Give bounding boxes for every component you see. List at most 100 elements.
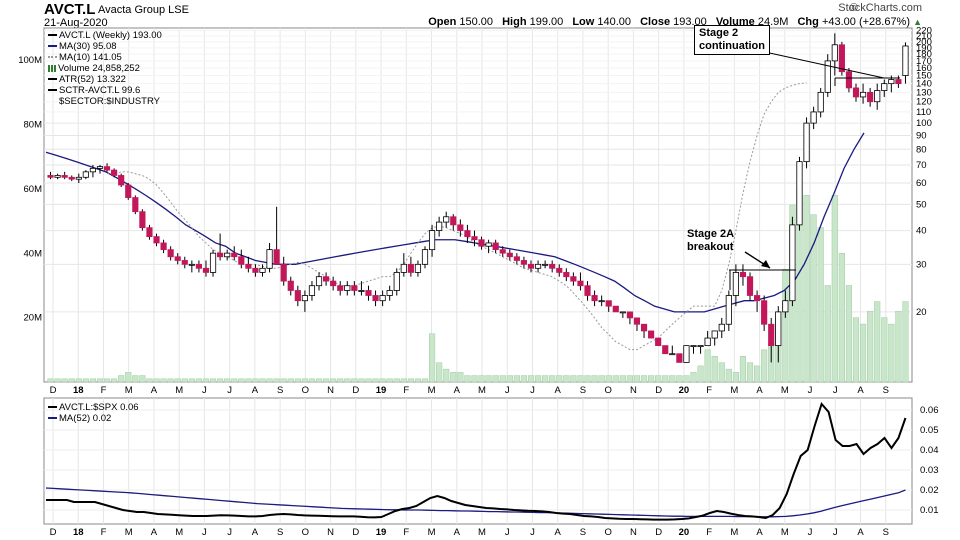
volume-bar [259, 378, 266, 383]
volume-bar [443, 368, 450, 383]
legend-top-label: MA(30) 95.08 [59, 41, 117, 52]
volume-bar [457, 372, 464, 383]
x-tick-label: N [327, 527, 334, 538]
low-value: 140.00 [597, 16, 632, 28]
volume-bar [407, 378, 414, 383]
volume-bar [330, 378, 337, 383]
x-tick-label: A [454, 385, 461, 396]
x-tick-label: M [781, 527, 789, 538]
candle-body [75, 176, 82, 180]
volume-tick-label: 60M [24, 184, 43, 195]
volume-bar [570, 375, 577, 383]
x-tick-label: N [630, 527, 637, 538]
y-tick-label: 60 [916, 178, 927, 189]
high-value: 199.00 [529, 16, 564, 28]
volume-bar [626, 375, 633, 383]
volume-bar [845, 285, 853, 383]
brand-logo: StockCharts.com [838, 2, 922, 14]
legend-top-swatch [48, 89, 57, 92]
candle-body [852, 87, 860, 98]
volume-bar [803, 195, 810, 383]
candle-body [358, 290, 365, 292]
candle-body [330, 280, 337, 287]
volume-bar [697, 365, 704, 383]
volume-bar [867, 310, 874, 383]
candle-body [146, 227, 153, 237]
candle-body [499, 249, 506, 254]
volume-bar [153, 378, 160, 383]
legend-top-item: $SECTOR:$INDUSTRY [48, 96, 162, 107]
x-tick-label: M [428, 527, 436, 538]
y-tick-label: 70 [916, 160, 927, 171]
low-label: Low [572, 16, 595, 28]
volume-bar [450, 372, 457, 383]
x-tick-label: O [604, 527, 611, 538]
x-tick-label: J [530, 527, 535, 538]
volume-bar [224, 378, 231, 383]
x-tick-label: J [227, 527, 232, 538]
candle-body [506, 252, 513, 258]
legend-top-item: AVCT.L (Weekly) 193.00 [48, 30, 162, 41]
x-tick-label: O [302, 385, 309, 396]
volume-bar [852, 317, 860, 383]
legend-bottom-swatch [48, 417, 57, 420]
candle-body [662, 345, 669, 355]
price-panel-frame [43, 27, 913, 383]
copyright-icon: © [849, 2, 858, 14]
volume-bar [323, 378, 330, 383]
x-tick-label: A [756, 527, 763, 538]
candle-body [577, 280, 584, 287]
volume-bar [414, 378, 422, 383]
volume-bar [888, 323, 895, 383]
candle-body [612, 305, 619, 313]
y-tick-label: 130 [916, 87, 932, 98]
legend-top-item: ATR(52) 13.322 [48, 74, 162, 85]
candle-body [619, 311, 626, 314]
x-tick-label: A [857, 527, 864, 538]
candle-body [231, 252, 238, 258]
x-tick-label: 19 [376, 385, 387, 396]
candle-body [195, 263, 202, 269]
volume-bar [266, 378, 273, 383]
volume-bar [534, 375, 542, 383]
volume-bar [167, 378, 174, 383]
volume-bar [563, 375, 570, 383]
candle-body [89, 167, 97, 173]
candle-body [690, 345, 697, 348]
x-tick-label: M [428, 385, 436, 396]
annotation-stage2a-line2: breakout [687, 241, 734, 253]
y-tick-label: 80 [916, 144, 927, 155]
volume-bar [683, 375, 690, 383]
volume-bar [874, 301, 881, 383]
candle-body [54, 175, 61, 178]
callout-2-line [764, 51, 885, 79]
volume-bar [132, 375, 139, 383]
y-tick-label: 200 [916, 37, 932, 48]
volume-bar [690, 372, 697, 383]
volume-bar [492, 375, 499, 383]
volume-bar [217, 378, 224, 383]
candle-body [280, 263, 287, 282]
candle-body [153, 236, 160, 244]
volume-bar [125, 372, 132, 383]
arrow-2a-head [761, 260, 770, 268]
candle-body [174, 256, 181, 261]
candle-body [132, 197, 139, 213]
y-tick-label: 40 [916, 226, 927, 237]
volume-bar [301, 378, 308, 383]
candle-body [513, 256, 520, 261]
y-tick-label: 110 [916, 107, 931, 118]
candle-body [344, 285, 351, 291]
candle-body [867, 91, 874, 103]
candle-body [591, 295, 598, 302]
legend-top-item: SCTR-AVCT.L 99.6 [48, 85, 162, 96]
volume-bar [662, 375, 669, 383]
candle-body [895, 79, 902, 85]
volume-bar [209, 378, 217, 383]
y-tick-label: 50 [916, 199, 927, 210]
candle-body [775, 311, 782, 347]
volume-bar [386, 378, 393, 383]
volume-bar [358, 378, 365, 383]
high-label: High [502, 16, 527, 28]
